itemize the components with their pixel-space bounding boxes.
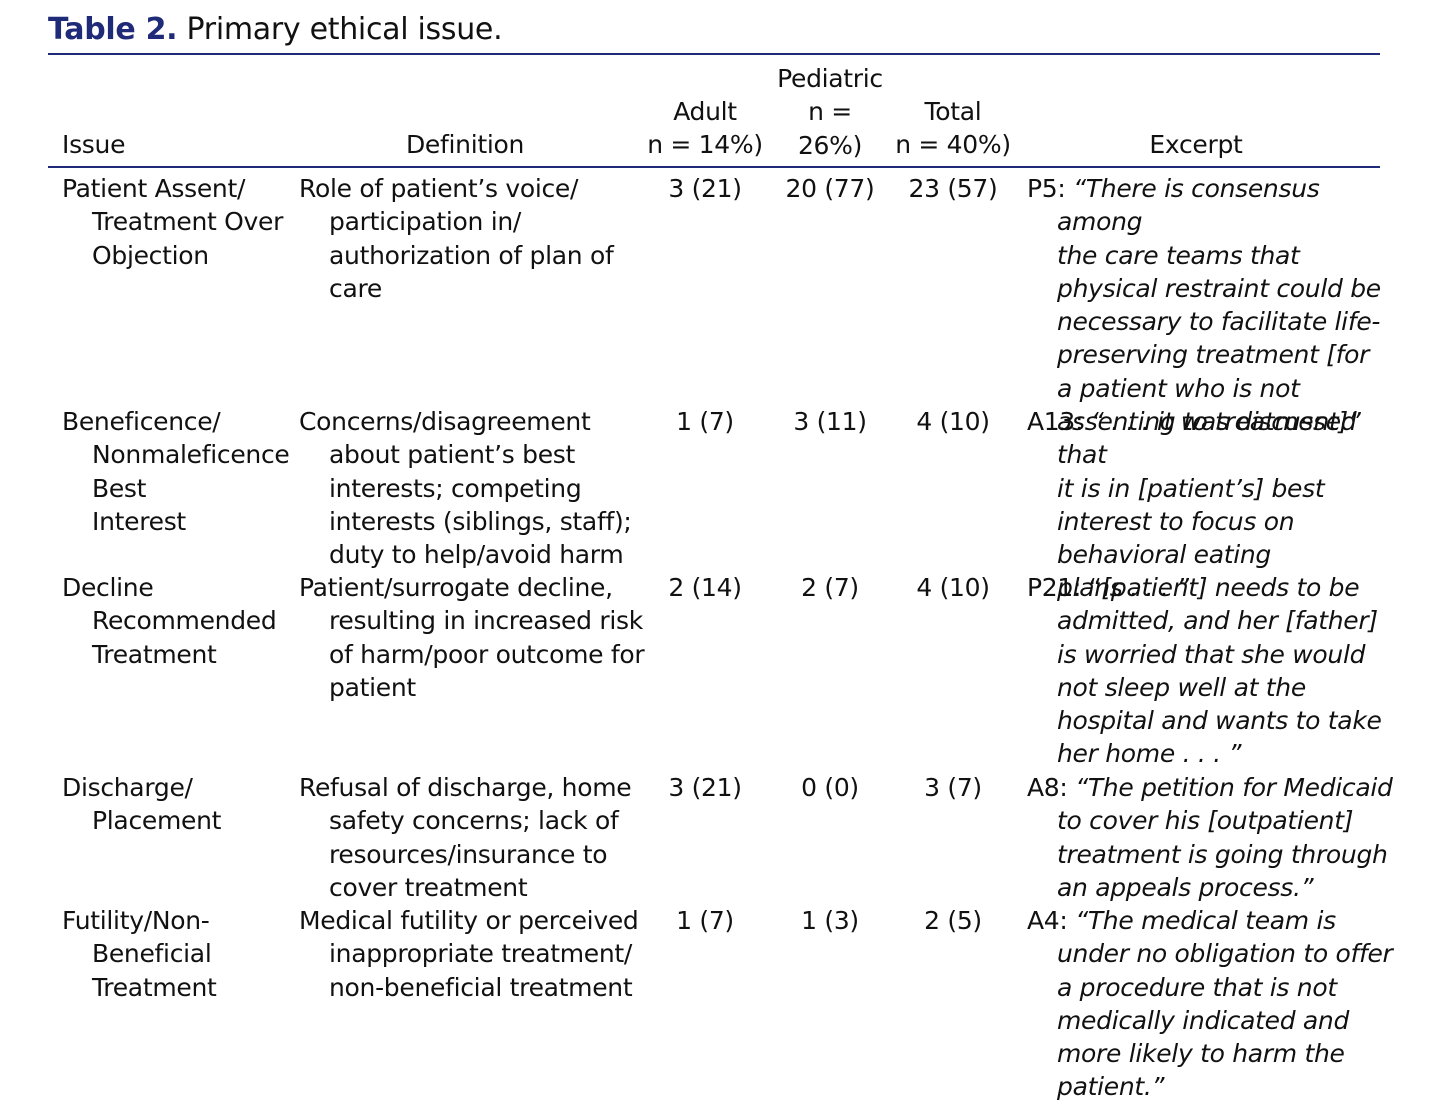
excerpt-quote: [patient] needs to be admitted, and her … bbox=[1057, 573, 1382, 769]
cell-issue: Decline Recommended Treatment bbox=[62, 573, 277, 669]
cell-issue: Futility/Non- Beneficial Treatment bbox=[62, 906, 217, 1002]
cell-definition: Refusal of discharge, home safety concer… bbox=[299, 773, 632, 902]
cell-definition: Role of patient’s voice/ participation i… bbox=[299, 174, 614, 303]
cell-pediatric: 2 (7) bbox=[801, 573, 859, 602]
column-header-definition: Definition bbox=[405, 130, 525, 159]
cell-issue: Beneficence/ Nonmaleficence Best Interes… bbox=[62, 407, 290, 536]
excerpt-quote: “The medical team is under no obligation… bbox=[1057, 906, 1393, 1102]
cell-definition: Medical futility or perceived inappropri… bbox=[299, 906, 639, 1002]
column-header-total: Total n = 40%) bbox=[895, 97, 1011, 160]
table-top-rule bbox=[48, 53, 1380, 55]
cell-excerpt: A4: “The medical team is under no obliga… bbox=[1027, 904, 1412, 1104]
cell-excerpt: P21: “[patient] needs to be admitted, an… bbox=[1027, 571, 1412, 771]
excerpt-code: P21: “ bbox=[1027, 573, 1102, 602]
cell-excerpt: A13: “ . . . it was discussed that it is… bbox=[1027, 405, 1412, 605]
cell-adult: 2 (14) bbox=[668, 573, 742, 602]
column-header-pediatric: Pediatric n = 26%) bbox=[777, 64, 883, 160]
column-header-issue: Issue bbox=[62, 130, 126, 159]
table-caption-title: Primary ethical issue. bbox=[186, 12, 503, 47]
cell-pediatric: 3 (11) bbox=[793, 407, 867, 436]
excerpt-quote: “The petition for Medicaid to cover his … bbox=[1057, 773, 1393, 902]
cell-total: 3 (7) bbox=[924, 773, 982, 802]
cell-definition: Patient/surrogate decline, resulting in … bbox=[299, 573, 645, 702]
cell-total: 4 (10) bbox=[916, 573, 990, 602]
cell-pediatric: 1 (3) bbox=[801, 906, 859, 935]
cell-excerpt: A8: “The petition for Medicaid to cover … bbox=[1027, 771, 1412, 904]
cell-adult: 1 (7) bbox=[676, 906, 734, 935]
cell-pediatric: 20 (77) bbox=[785, 174, 875, 203]
cell-total: 4 (10) bbox=[916, 407, 990, 436]
excerpt-quote: “There is consensus among the care teams… bbox=[1057, 174, 1381, 437]
excerpt-code: A13: bbox=[1027, 407, 1091, 436]
table-caption: Table 2. Primary ethical issue. bbox=[48, 10, 503, 50]
cell-adult: 3 (21) bbox=[668, 773, 742, 802]
cell-issue: Discharge/ Placement bbox=[62, 773, 222, 836]
excerpt-code: P5: bbox=[1027, 174, 1074, 203]
cell-total: 2 (5) bbox=[924, 906, 982, 935]
cell-total: 23 (57) bbox=[908, 174, 998, 203]
cell-adult: 3 (21) bbox=[668, 174, 742, 203]
excerpt-quote: “ . . . it was discussed that it is in [… bbox=[1057, 407, 1357, 603]
cell-pediatric: 0 (0) bbox=[801, 773, 859, 802]
cell-adult: 1 (7) bbox=[676, 407, 734, 436]
table-caption-label: Table 2. bbox=[48, 12, 178, 47]
cell-definition: Concerns/disagreement about patient’s be… bbox=[299, 407, 632, 570]
cell-excerpt: P5: “There is consensus among the care t… bbox=[1027, 172, 1412, 438]
cell-issue: Patient Assent/ Treatment Over Objection bbox=[62, 174, 284, 270]
column-header-adult: Adult n = 14%) bbox=[647, 97, 763, 160]
excerpt-code: A4: bbox=[1027, 906, 1076, 935]
excerpt-code: A8: bbox=[1027, 773, 1076, 802]
table-header-rule bbox=[48, 166, 1380, 168]
column-header-excerpt: Excerpt bbox=[1149, 130, 1243, 159]
